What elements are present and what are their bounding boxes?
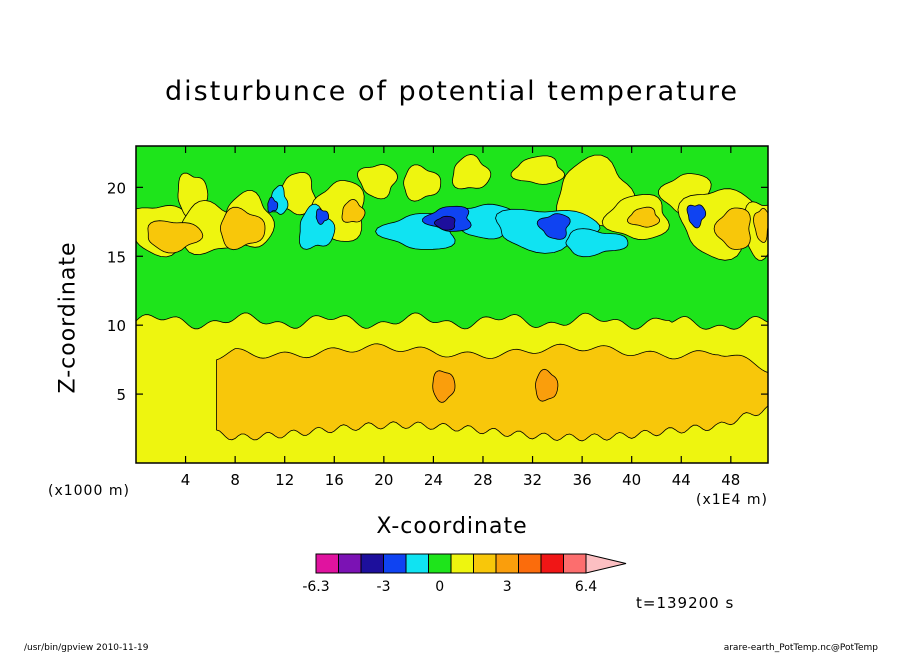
chart-title: disturbunce of potential temperature: [165, 76, 739, 107]
y-axis-label: Z-coordinate: [55, 241, 81, 394]
x-tick-label: 44: [672, 471, 691, 489]
x-tick-label: 32: [523, 471, 542, 489]
y-tick-label: 10: [107, 317, 126, 335]
x-tick-label: 24: [424, 471, 443, 489]
x-axis: 4 8 12 16 20 24 28 32 36 40 44 48: [181, 146, 740, 489]
colorbar-tick-label: 3: [503, 579, 512, 595]
colorbar-swatch: [315, 553, 339, 574]
x-tick-label: 8: [230, 471, 240, 489]
x-tick-label: 12: [275, 471, 294, 489]
core-max-right: [535, 368, 559, 402]
x-tick-label: 16: [325, 471, 344, 489]
x-secondary-unit-label: (x1E4 m): [696, 492, 768, 508]
wave-orange: [627, 206, 661, 228]
negative-blue: [315, 208, 329, 225]
negative-blue: [536, 213, 571, 240]
colorbar-swatch: [518, 553, 542, 574]
y-axis: 5 10 15 20: [107, 179, 768, 404]
colorbar-swatch: [540, 553, 564, 574]
y-tick-label: 15: [107, 248, 126, 266]
colorbar-swatch: [450, 553, 474, 574]
wave-yellow-right: [451, 154, 492, 190]
wave-orange: [219, 206, 266, 251]
wave-orange: [341, 198, 366, 223]
plot-frame: [135, 145, 769, 464]
colorbar-swatch: [473, 553, 497, 574]
contour-field: [136, 146, 768, 463]
colorbar: -6.3 -3 0 3 6.4: [302, 553, 627, 595]
colorbar-tick-label: 6.4: [575, 579, 597, 595]
x-tick-label: 40: [622, 471, 641, 489]
negative-min: [433, 215, 456, 231]
wave-orange: [713, 207, 751, 250]
colorbar-swatch: [563, 553, 587, 574]
negative-cyan: [565, 228, 629, 258]
wave-yellow-left: [356, 164, 398, 200]
colorbar-arrow: [585, 553, 627, 574]
x-tick-label: 28: [473, 471, 492, 489]
colorbar-swatch: [405, 553, 429, 574]
colorbar-tick-label: -6.3: [302, 579, 329, 595]
x-tick-label: 20: [374, 471, 393, 489]
x-tick-label: 48: [721, 471, 740, 489]
negative-blue: [267, 196, 279, 213]
colorbar-swatch: [428, 553, 452, 574]
colorbar-swatch: [360, 553, 384, 574]
x-tick-label: 4: [181, 471, 191, 489]
colorbar-swatch: [495, 553, 519, 574]
y-tick-label: 20: [107, 179, 126, 197]
wave-orange: [147, 220, 204, 254]
x-unit-label: (x1000 m): [48, 483, 130, 499]
y-tick-label: 5: [116, 386, 126, 404]
colorbar-swatch: [338, 553, 362, 574]
time-label: t=139200 s: [636, 594, 735, 612]
level-core-orange: [216, 343, 768, 442]
footer-file: arare-earth_PotTemp.nc@PotTemp: [723, 643, 878, 653]
colorbar-swatch: [383, 553, 407, 574]
wave-orange: [753, 207, 768, 243]
wave-yellow-right: [403, 164, 442, 202]
negative-blue: [686, 204, 707, 229]
x-tick-label: 36: [573, 471, 592, 489]
footer-program: /usr/bin/gpview 2010-11-19: [24, 643, 149, 653]
colorbar-tick-label: 0: [435, 579, 444, 595]
x-axis-label: X-coordinate: [376, 514, 528, 539]
colorbar-tick-label: -3: [377, 579, 391, 595]
core-max-left: [432, 370, 456, 403]
wave-yellow-right: [510, 155, 566, 185]
